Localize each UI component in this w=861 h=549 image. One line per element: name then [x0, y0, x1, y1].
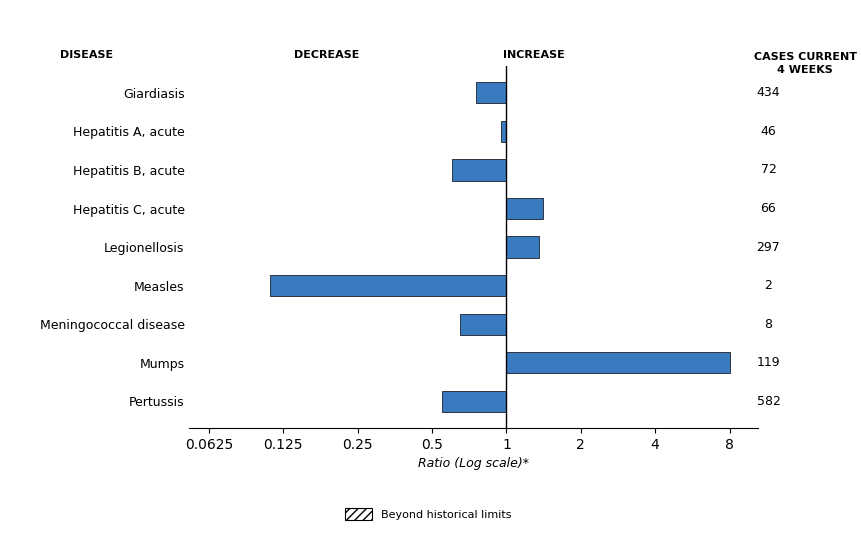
- Text: 46: 46: [760, 125, 777, 138]
- Text: 297: 297: [757, 240, 780, 254]
- Text: 434: 434: [757, 86, 780, 99]
- Text: DECREASE: DECREASE: [294, 49, 360, 60]
- Bar: [461, 313, 506, 335]
- Text: 8: 8: [765, 318, 772, 330]
- Bar: [443, 391, 506, 412]
- X-axis label: Ratio (Log scale)*: Ratio (Log scale)*: [418, 457, 529, 470]
- Bar: [501, 121, 506, 142]
- Bar: [475, 82, 506, 103]
- Bar: [506, 237, 539, 257]
- Text: INCREASE: INCREASE: [503, 49, 565, 60]
- Text: 119: 119: [757, 356, 780, 369]
- Text: 66: 66: [760, 202, 777, 215]
- Text: CASES CURRENT
4 WEEKS: CASES CURRENT 4 WEEKS: [753, 52, 857, 75]
- Text: 72: 72: [760, 164, 777, 176]
- Bar: [452, 159, 506, 181]
- Text: DISEASE: DISEASE: [60, 49, 114, 60]
- Legend: Beyond historical limits: Beyond historical limits: [340, 504, 516, 524]
- Bar: [506, 198, 542, 219]
- Text: 2: 2: [765, 279, 772, 292]
- Bar: [506, 352, 729, 373]
- Bar: [269, 275, 506, 296]
- Text: 582: 582: [757, 395, 780, 408]
